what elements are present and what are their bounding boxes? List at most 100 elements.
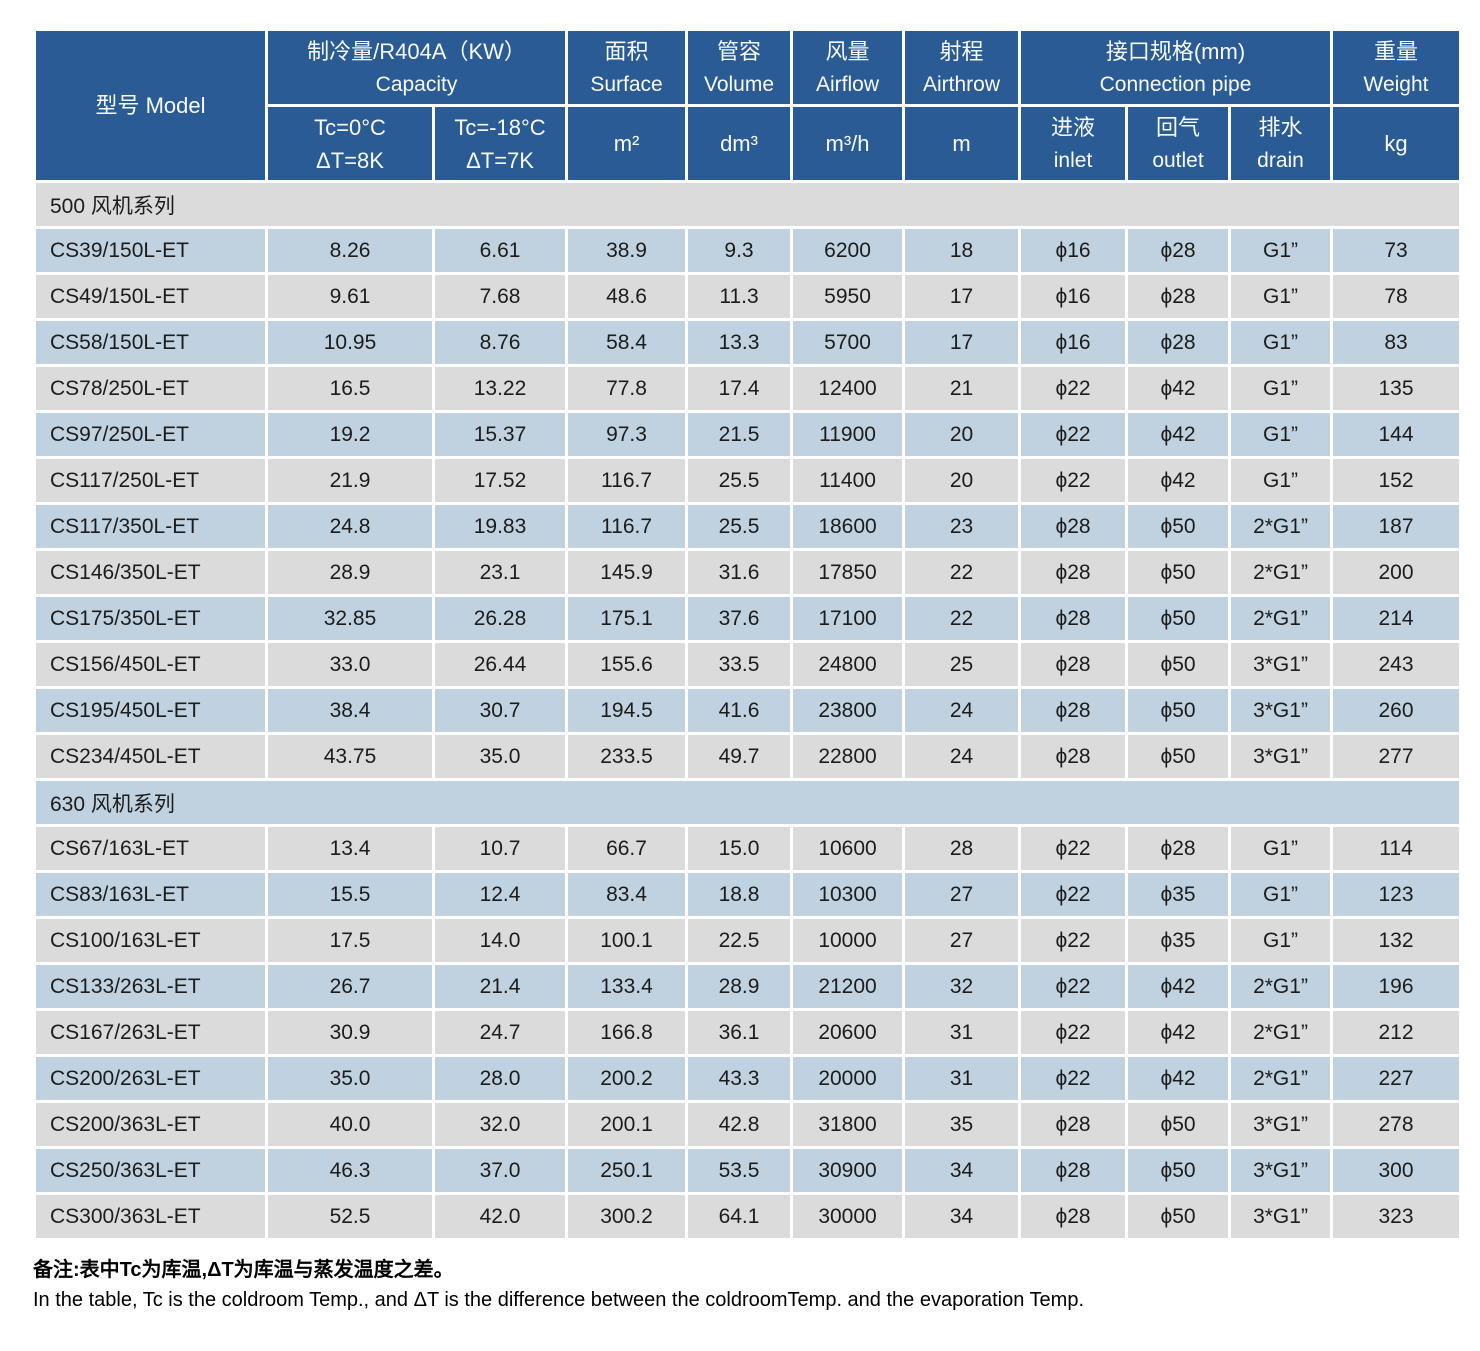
value-cell: 25.5: [685, 502, 794, 551]
footnote-chinese: 备注:表中Tc为库温,ΔT为库温与蒸发温度之差。: [33, 1259, 454, 1281]
model-cell: CS39/150L-ET: [33, 226, 268, 275]
model-cell: CS234/450L-ET: [33, 732, 268, 781]
col-header-tc18: Tc=-18°C ΔT=7K: [431, 104, 569, 183]
value-cell: 17100: [790, 594, 906, 643]
value-cell: 24.7: [431, 1008, 569, 1057]
pipe-group-cn: 接口规格(mm): [1105, 38, 1246, 64]
value-cell: 200.1: [565, 1100, 689, 1149]
value-cell: 24: [902, 686, 1022, 735]
value-cell: ϕ22: [1018, 916, 1129, 965]
value-cell: 7.68: [431, 272, 569, 321]
value-cell: ϕ28: [1018, 1100, 1129, 1149]
value-cell: 78: [1330, 272, 1463, 321]
value-cell: ϕ50: [1125, 1192, 1232, 1241]
value-cell: 31.6: [685, 548, 794, 597]
footnote-english: In the table, Tc is the coldroom Temp., …: [33, 1289, 1085, 1311]
value-cell: G1”: [1228, 226, 1334, 275]
model-cell: CS117/350L-ET: [33, 502, 268, 551]
value-cell: 27: [902, 870, 1022, 919]
value-cell: 35: [902, 1100, 1022, 1149]
value-cell: G1”: [1228, 456, 1334, 505]
value-cell: ϕ42: [1125, 1054, 1232, 1103]
value-cell: ϕ22: [1018, 962, 1129, 1011]
model-cell: CS167/263L-ET: [33, 1008, 268, 1057]
value-cell: 20600: [790, 1008, 906, 1057]
value-cell: 155.6: [565, 640, 689, 689]
value-cell: 194.5: [565, 686, 689, 735]
value-cell: 83.4: [565, 870, 689, 919]
value-cell: 2*G1”: [1228, 1008, 1334, 1057]
value-cell: 5950: [790, 272, 906, 321]
table-row: CS100/163L-ET 17.5 14.0 100.1 22.5 10000 27 ϕ22…: [33, 916, 1463, 965]
value-cell: 227: [1330, 1054, 1463, 1103]
table-row: CS156/450L-ET 33.0 26.44 155.6 33.5 24800 25 ϕ2…: [33, 640, 1463, 689]
value-cell: 38.9: [565, 226, 689, 275]
value-cell: 2*G1”: [1228, 548, 1334, 597]
value-cell: 3*G1”: [1228, 1146, 1334, 1195]
table-row: CS167/263L-ET 30.9 24.7 166.8 36.1 20600 31 ϕ22…: [33, 1008, 1463, 1057]
value-cell: 26.44: [431, 640, 569, 689]
value-cell: 15.0: [685, 824, 794, 873]
value-cell: 12400: [790, 364, 906, 413]
model-cell: CS250/363L-ET: [33, 1146, 268, 1195]
table-row: CS117/350L-ET 24.8 19.83 116.7 25.5 18600 23 ϕ2…: [33, 502, 1463, 551]
value-cell: G1”: [1228, 318, 1334, 367]
value-cell: 300.2: [565, 1192, 689, 1241]
value-cell: 133.4: [565, 962, 689, 1011]
header-row-sub: Tc=0°C ΔT=8K Tc=-18°C ΔT=7K m² dm³ m³/h …: [35, 104, 1463, 183]
value-cell: 114: [1330, 824, 1463, 873]
weight-cn: 重量: [1374, 38, 1419, 64]
value-cell: 13.22: [431, 364, 569, 413]
section-row: 500 风机系列: [32, 180, 1463, 229]
model-cell: CS133/263L-ET: [33, 962, 268, 1011]
value-cell: 3*G1”: [1228, 732, 1334, 781]
model-cell: CS156/450L-ET: [33, 640, 268, 689]
tc18-line2: ΔT=7K: [466, 147, 534, 173]
value-cell: 64.1: [685, 1192, 794, 1241]
value-cell: ϕ42: [1125, 410, 1232, 459]
table-header: 型号 Model 制冷量/R404A（KW） Capacity 面积 Surfa…: [33, 28, 1463, 183]
value-cell: 175.1: [565, 594, 689, 643]
value-cell: ϕ28: [1018, 640, 1129, 689]
value-cell: ϕ42: [1125, 1008, 1232, 1057]
value-cell: 3*G1”: [1228, 686, 1334, 735]
value-cell: 14.0: [431, 916, 569, 965]
value-cell: G1”: [1228, 916, 1334, 965]
value-cell: 28.0: [431, 1054, 569, 1103]
value-cell: 28.9: [265, 548, 435, 597]
value-cell: ϕ42: [1125, 456, 1232, 505]
model-cell: CS49/150L-ET: [33, 272, 268, 321]
value-cell: 9.61: [265, 272, 435, 321]
section-row: 630 风机系列: [32, 778, 1463, 827]
value-cell: 24: [902, 732, 1022, 781]
value-cell: 3*G1”: [1228, 1100, 1334, 1149]
evaporator-spec-table: 型号 Model 制冷量/R404A（KW） Capacity 面积 Surfa…: [32, 28, 1463, 1241]
col-header-model-label: 型号 Model: [95, 93, 206, 118]
value-cell: ϕ22: [1018, 870, 1129, 919]
value-cell: 25: [902, 640, 1022, 689]
value-cell: 243: [1330, 640, 1463, 689]
value-cell: 15.5: [265, 870, 435, 919]
table-row: CS195/450L-ET 38.4 30.7 194.5 41.6 23800 24 ϕ28…: [33, 686, 1463, 735]
value-cell: 17.4: [685, 364, 794, 413]
value-cell: 22: [902, 594, 1022, 643]
value-cell: G1”: [1228, 824, 1334, 873]
value-cell: 23800: [790, 686, 906, 735]
value-cell: ϕ50: [1125, 732, 1232, 781]
table-row: CS250/363L-ET 46.3 37.0 250.1 53.5 30900 34 ϕ28…: [33, 1146, 1463, 1195]
value-cell: 13.4: [265, 824, 435, 873]
footnotes: 备注:表中Tc为库温,ΔT为库温与蒸发温度之差。 In the table, T…: [33, 1255, 1459, 1315]
value-cell: 10300: [790, 870, 906, 919]
value-cell: 26.28: [431, 594, 569, 643]
value-cell: 43.3: [685, 1054, 794, 1103]
value-cell: ϕ16: [1018, 226, 1129, 275]
model-cell: CS83/163L-ET: [33, 870, 268, 919]
value-cell: 250.1: [565, 1146, 689, 1195]
value-cell: 17.52: [431, 456, 569, 505]
value-cell: 123: [1330, 870, 1463, 919]
table-row: CS39/150L-ET 8.26 6.61 38.9 9.3 6200 18 ϕ16 ϕ28 G…: [33, 226, 1463, 275]
table-row: CS146/350L-ET 28.9 23.1 145.9 31.6 17850 22 ϕ28…: [33, 548, 1463, 597]
value-cell: 19.2: [265, 410, 435, 459]
col-header-airflow: 风量 Airflow: [790, 28, 906, 107]
value-cell: 135: [1330, 364, 1463, 413]
